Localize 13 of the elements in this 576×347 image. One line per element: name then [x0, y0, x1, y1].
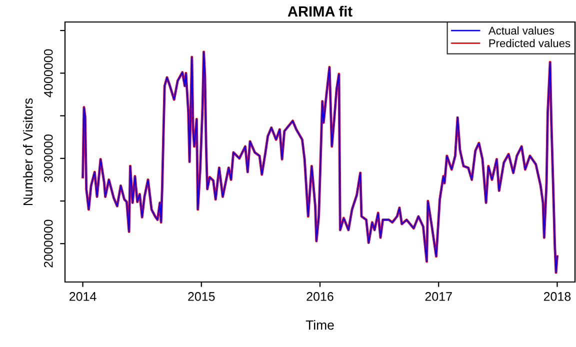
x-axis-title: Time: [306, 320, 334, 330]
x-tick-label: 2015: [188, 292, 215, 301]
y-tick-label: 3000000: [44, 134, 53, 182]
x-tick-label: 2017: [425, 292, 452, 301]
x-tick-label: 2014: [70, 292, 96, 301]
legend-label: Predicted values: [489, 39, 570, 48]
y-tick-label: 4000000: [44, 49, 53, 98]
x-tick-label: 2018: [544, 292, 571, 301]
legend-label: Actual values: [488, 26, 554, 35]
y-tick-label: 2000000: [44, 220, 53, 268]
x-tick-label: 2016: [306, 292, 334, 301]
chart-title: ARIMA fit: [288, 6, 352, 17]
y-axis-title: Number of Visitors: [22, 98, 33, 206]
